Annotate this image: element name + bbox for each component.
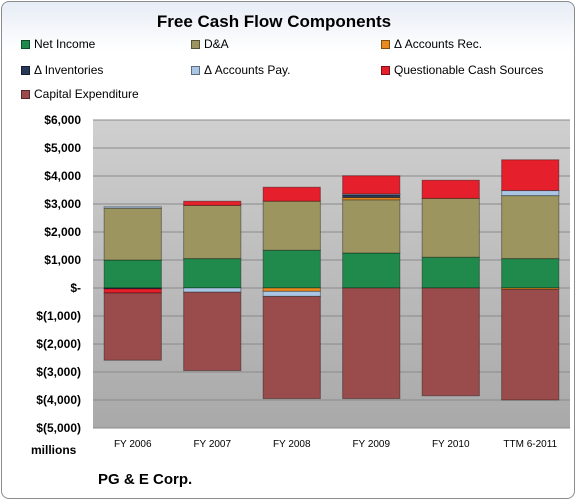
bar-segment: [183, 258, 242, 289]
bar-segment: [183, 291, 242, 372]
y-tick-label: $(2,000): [36, 337, 81, 351]
legend-item: D&A: [191, 37, 229, 51]
bar-segment: [103, 288, 162, 294]
legend-item: Δ Accounts Rec.: [381, 37, 482, 51]
legend-item: Capital Expenditure: [21, 87, 139, 101]
legend-swatch: [21, 65, 30, 75]
legend-swatch: [191, 39, 200, 49]
x-tick-label: TTM 6-2011: [503, 439, 557, 450]
x-tick-label: FY 2010: [432, 439, 470, 450]
bar-segment: [103, 292, 162, 361]
legend-label: Capital Expenditure: [34, 87, 139, 101]
bar-segment: [342, 175, 401, 195]
bar-segment: [501, 195, 560, 260]
bar-segment: [342, 252, 401, 289]
y-tick-label: $(4,000): [36, 393, 81, 407]
legend-item: Questionable Cash Sources: [381, 63, 543, 77]
plot-area: [93, 120, 570, 428]
bar-segment: [501, 258, 560, 289]
bar-segment: [262, 249, 321, 289]
legend-label: Δ Accounts Pay.: [204, 63, 291, 77]
legend-label: Net Income: [34, 37, 96, 51]
x-tick-label: FY 2009: [352, 439, 390, 450]
bar-segment: [501, 288, 560, 401]
y-tick-label: $-: [70, 281, 81, 295]
legend-label: Questionable Cash Sources: [394, 63, 544, 77]
units-label: millions: [31, 443, 77, 457]
bar-segment: [262, 200, 321, 251]
y-tick-label: $2,000: [44, 225, 81, 239]
legend-swatch: [21, 89, 30, 99]
legend-item: Δ Inventories: [21, 63, 103, 77]
bar-segment: [501, 190, 560, 197]
bar-segment: [183, 204, 242, 260]
bar-segment: [262, 295, 321, 400]
bar-segment: [421, 197, 480, 258]
bar-segment: [103, 259, 162, 289]
bar-segment: [421, 256, 480, 289]
y-tick-label: $5,000: [44, 141, 81, 155]
y-tick-label: $3,000: [44, 197, 81, 211]
bar-segment: [183, 200, 242, 206]
x-tick-label: FY 2007: [193, 439, 231, 450]
legend-label: Δ Accounts Rec.: [394, 37, 483, 51]
bar-segment: [262, 290, 321, 297]
legend-swatch: [21, 39, 30, 49]
legend-label: Δ Inventories: [34, 63, 104, 77]
bar-segment: [342, 199, 401, 254]
y-tick-label: $(1,000): [36, 309, 81, 323]
bar-segment: [501, 159, 560, 192]
bar-segment: [262, 186, 321, 202]
y-tick-label: $4,000: [44, 169, 81, 183]
legend-item: Net Income: [21, 37, 95, 51]
y-tick-label: $6,000: [44, 113, 81, 127]
x-tick-label: FY 2006: [114, 439, 152, 450]
bar-segment: [421, 287, 480, 397]
y-tick-label: $(5,000): [36, 421, 81, 435]
y-tick-label: $(3,000): [36, 365, 81, 379]
bar-segment: [342, 287, 401, 400]
y-tick-label: $1,000: [44, 253, 81, 267]
company-name: PG & E Corp.: [98, 471, 193, 488]
chart-title: Free Cash Flow Components: [156, 12, 392, 31]
bar-segment: [183, 287, 242, 293]
bar-segment: [103, 206, 162, 209]
legend-swatch: [191, 65, 200, 75]
bar-segment: [103, 207, 162, 261]
legend-item: Δ Accounts Pay.: [191, 63, 291, 77]
bar-segment: [262, 287, 321, 292]
legend-swatch: [381, 65, 390, 75]
legend-label: D&A: [204, 37, 229, 51]
legend-swatch: [381, 39, 390, 49]
x-tick-label: FY 2008: [273, 439, 311, 450]
bar-segment: [421, 179, 480, 199]
